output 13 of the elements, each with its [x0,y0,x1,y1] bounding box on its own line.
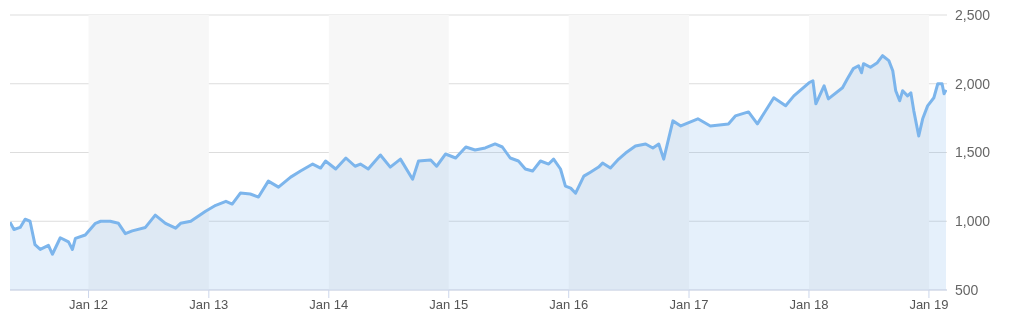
y-tick-label: 500 [955,281,979,298]
x-tick-label: Jan 18 [789,297,829,313]
x-tick-label: Jan 15 [429,297,469,313]
x-tick-label: Jan 16 [549,297,589,313]
y-tick-label: 1,000 [955,213,991,230]
y-tick-label: 2,500 [955,6,991,23]
x-tick-label: Jan 19 [909,297,949,313]
x-tick-label: Jan 14 [309,297,349,313]
x-tick-label: Jan 17 [669,297,709,313]
x-tick-label: Jan 13 [189,297,229,313]
y-tick-label: 1,500 [955,144,991,161]
x-tick-label: Jan 12 [69,297,109,313]
y-tick-label: 2,000 [955,75,991,92]
